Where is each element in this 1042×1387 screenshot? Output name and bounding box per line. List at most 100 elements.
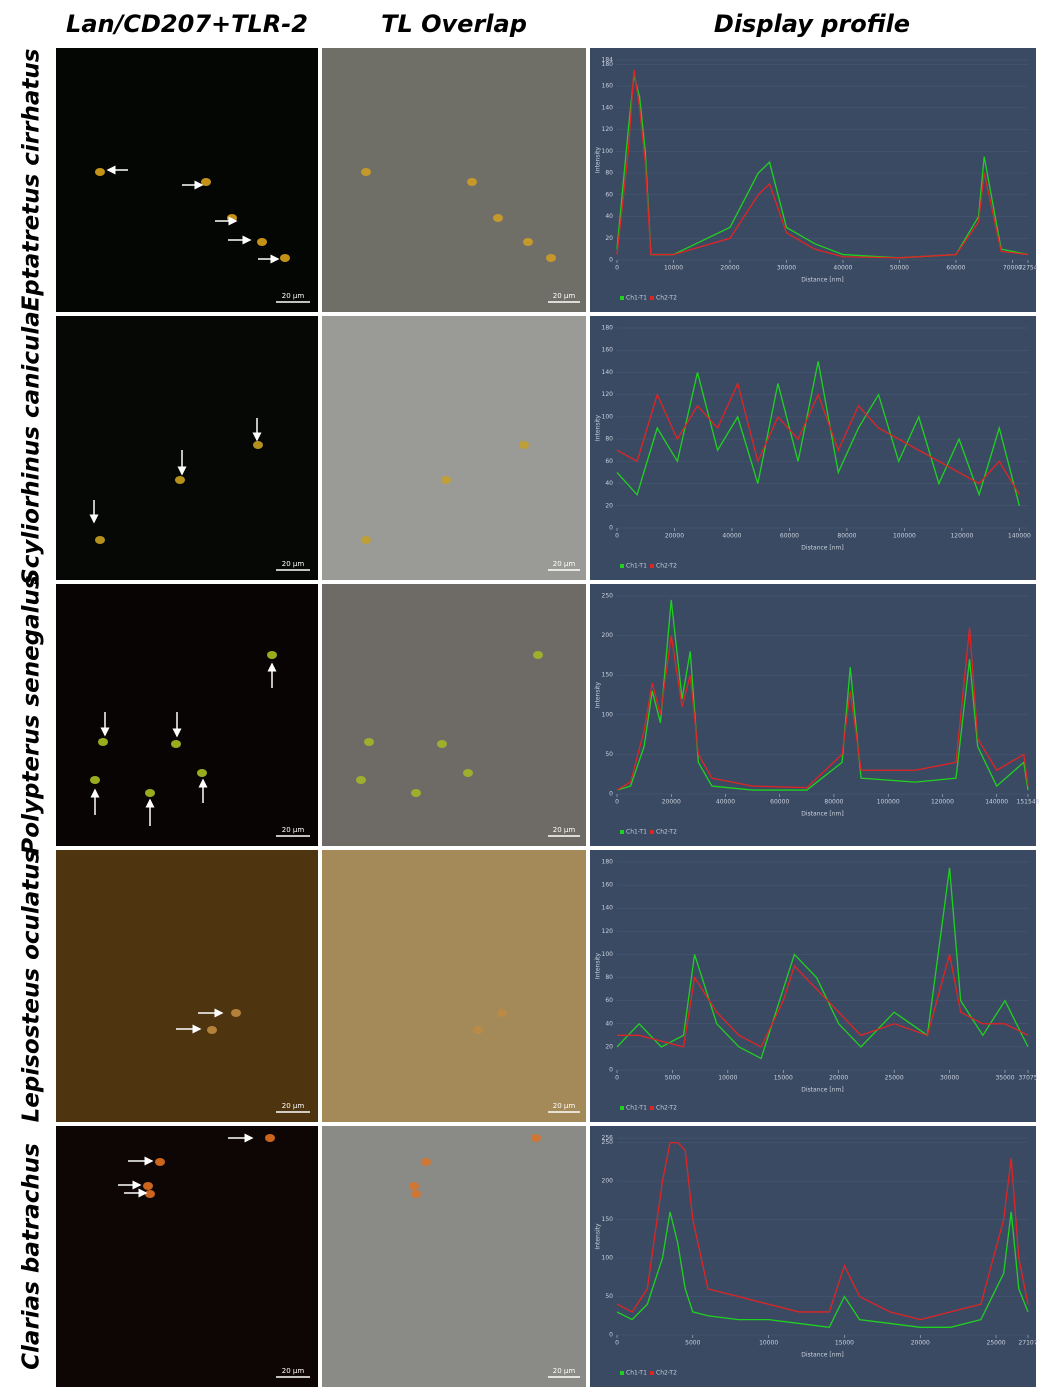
overlap-image: [322, 584, 586, 846]
legend-swatch: [620, 1106, 624, 1110]
x-tick-label: 0: [615, 1340, 619, 1347]
scale-label: 20 µm: [282, 292, 305, 300]
cell-signal: [523, 238, 533, 246]
legend-swatch: [620, 296, 624, 300]
y-tick-label: 256: [602, 1135, 614, 1142]
scale-label: 20 µm: [553, 1367, 576, 1375]
y-axis-label: Intensity: [595, 1223, 602, 1250]
cell-signal: [409, 1182, 419, 1190]
y-tick-label: 160: [602, 882, 614, 889]
y-tick-label: 50: [605, 751, 613, 758]
cell-signal: [361, 168, 371, 176]
x-tick-label: 140000: [985, 799, 1008, 806]
y-tick-label: 20: [605, 235, 613, 242]
legend-label: Ch1-T1: [626, 1370, 647, 1377]
y-axis-label: Intensity: [595, 952, 602, 979]
x-tick-label: 5000: [685, 1340, 700, 1347]
x-tick-label: 0: [615, 533, 619, 540]
overlap-image: [322, 850, 586, 1122]
cell-signal: [411, 789, 421, 797]
x-axis-label: Distance [nm]: [801, 1352, 843, 1359]
cell-signal: [519, 441, 529, 449]
overlap-image: [322, 1126, 586, 1387]
legend-swatch: [650, 1371, 654, 1375]
x-tick-label: 60000: [770, 799, 789, 806]
y-axis-label: Intensity: [595, 414, 602, 441]
chart-background: [590, 48, 1036, 312]
species-label: Scyliorhinus canicula: [19, 311, 45, 585]
x-tick-label: 72754: [1018, 265, 1037, 272]
legend-swatch: [620, 1371, 624, 1375]
scale-label: 20 µm: [282, 560, 305, 568]
x-tick-label: 15000: [774, 1075, 793, 1082]
y-tick-label: 200: [602, 632, 614, 639]
legend-label: Ch1-T1: [626, 1105, 647, 1112]
y-tick-label: 120: [602, 391, 614, 398]
species-label: Polypterus senegalus: [19, 575, 45, 854]
x-tick-label: 27107: [1018, 1340, 1037, 1347]
y-tick-label: 100: [602, 1255, 614, 1262]
y-tick-label: 100: [602, 148, 614, 155]
x-tick-label: 25000: [987, 1340, 1006, 1347]
x-tick-label: 0: [615, 1075, 619, 1082]
x-tick-label: 20000: [911, 1340, 930, 1347]
cell-signal: [257, 238, 267, 246]
y-tick-label: 60: [605, 191, 613, 198]
y-tick-label: 180: [602, 325, 614, 332]
x-tick-label: 60000: [780, 533, 799, 540]
y-tick-label: 0: [609, 525, 613, 532]
cell-signal: [437, 740, 447, 748]
scale-label: 20 µm: [553, 1102, 576, 1110]
y-tick-label: 0: [609, 257, 613, 264]
cell-signal: [473, 1026, 483, 1034]
x-tick-label: 120000: [950, 533, 973, 540]
cell-signal: [411, 1190, 421, 1198]
x-tick-label: 140000: [1008, 533, 1031, 540]
cell-signal: [280, 254, 290, 262]
cell-signal: [546, 254, 556, 262]
x-tick-label: 5000: [665, 1075, 680, 1082]
legend-swatch: [620, 830, 624, 834]
y-tick-label: 0: [609, 1067, 613, 1074]
legend-label: Ch2-T2: [656, 1370, 677, 1377]
x-tick-label: 151548: [1017, 799, 1040, 806]
y-tick-label: 20: [605, 1043, 613, 1050]
species-label: Eptatretus cirrhatus: [19, 49, 45, 312]
species-label: Clarias batrachus: [19, 1143, 45, 1370]
x-tick-label: 20000: [829, 1075, 848, 1082]
cell-signal: [463, 769, 473, 777]
chart-background: [590, 1126, 1036, 1387]
cell-signal: [171, 740, 181, 748]
x-axis-label: Distance [nm]: [801, 811, 843, 818]
y-tick-label: 180: [602, 859, 614, 866]
cell-signal: [90, 776, 100, 784]
cell-signal: [421, 1158, 431, 1166]
cell-signal: [356, 776, 366, 784]
x-tick-label: 0: [615, 265, 619, 272]
x-tick-label: 10000: [718, 1075, 737, 1082]
y-tick-label: 200: [602, 1178, 614, 1185]
x-tick-label: 100000: [893, 533, 916, 540]
y-tick-label: 80: [605, 974, 613, 981]
y-tick-label: 100: [602, 413, 614, 420]
cell-signal: [207, 1026, 217, 1034]
cell-signal: [493, 214, 503, 222]
cell-signal: [497, 1009, 507, 1017]
cell-signal: [143, 1182, 153, 1190]
y-tick-label: 0: [609, 1332, 613, 1339]
scale-label: 20 µm: [282, 1102, 305, 1110]
y-tick-label: 80: [605, 436, 613, 443]
y-tick-label: 40: [605, 480, 613, 487]
x-tick-label: 35000: [995, 1075, 1014, 1082]
fluorescence-image: [56, 850, 318, 1122]
x-tick-label: 30000: [777, 265, 796, 272]
x-tick-label: 0: [615, 799, 619, 806]
x-axis-label: Distance [nm]: [801, 1087, 843, 1094]
y-axis-label: Intensity: [595, 681, 602, 708]
legend-label: Ch1-T1: [626, 563, 647, 570]
legend-label: Ch2-T2: [656, 295, 677, 302]
y-tick-label: 40: [605, 1020, 613, 1027]
x-tick-label: 80000: [837, 533, 856, 540]
x-axis-label: Distance [nm]: [801, 277, 843, 284]
column-header: Lan/CD207+TLR-2: [66, 10, 308, 38]
